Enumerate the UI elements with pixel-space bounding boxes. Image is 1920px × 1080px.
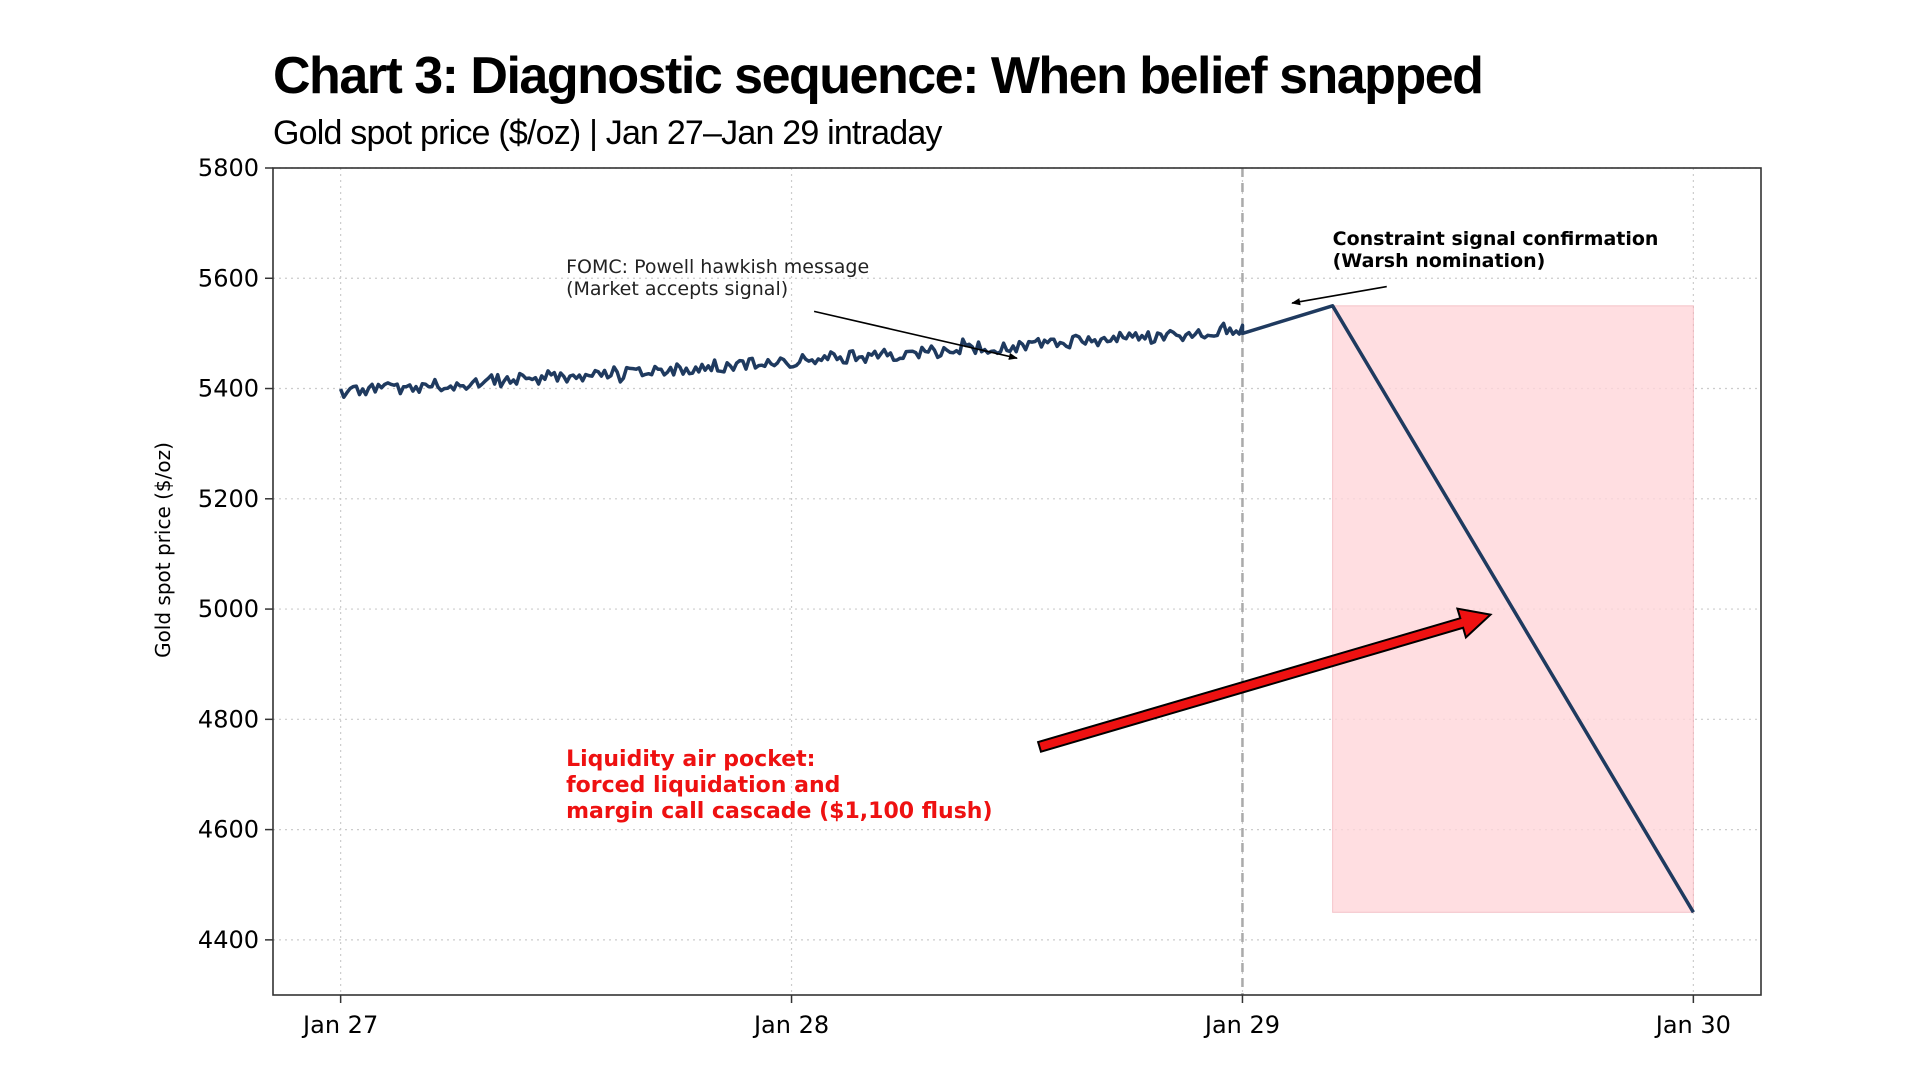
annotations: FOMC: Powell hawkish message(Market acce…	[566, 228, 1658, 824]
fomc-annotation-text: FOMC: Powell hawkish message	[566, 256, 869, 278]
liquidity-annotation-text: forced liquidation and	[566, 773, 840, 798]
y-tick-label: 5000	[198, 595, 259, 623]
liquidity-annotation-text: Liquidity air pocket:	[566, 747, 815, 772]
liquidity-arrow	[1036, 607, 1493, 753]
series-layer	[338, 304, 1695, 914]
fomc-arrow	[813, 310, 1018, 360]
y-tick-label: 4600	[198, 816, 259, 844]
y-axis-label: Gold spot price ($/oz)	[151, 442, 175, 658]
axes: 4400 4600 4800 5000 5200 5400 5600 5800 Jan 27 Ja…	[198, 154, 1762, 1039]
y-tick-label: 5800	[198, 154, 259, 182]
plot-frame	[272, 167, 1762, 996]
x-tick-label: Jan 29	[1203, 1011, 1280, 1039]
y-tick-label: 4800	[198, 705, 259, 733]
constraint-annotation-text: (Warsh nomination)	[1333, 250, 1546, 272]
fomc-annotation: FOMC: Powell hawkish message(Market acce…	[566, 256, 1018, 360]
chart-title: Chart 3: Diagnostic sequence: When belie…	[273, 47, 1484, 105]
y-tick-label: 5400	[198, 375, 259, 403]
x-tick-label: Jan 28	[752, 1011, 829, 1039]
chart-subtitle: Gold spot price ($/oz) | Jan 27–Jan 29 i…	[273, 114, 942, 152]
x-tick-label: Jan 30	[1654, 1011, 1731, 1039]
gold-price-line	[338, 304, 1695, 914]
constraint-annotation: Constraint signal confirmation(Warsh nom…	[1291, 228, 1659, 306]
liquidity-annotation: Liquidity air pocket:forced liquidation …	[566, 607, 1493, 824]
fomc-annotation-text: (Market accepts signal)	[566, 278, 788, 300]
constraint-annotation-text: Constraint signal confirmation	[1333, 228, 1659, 250]
y-tick-label: 5200	[198, 485, 259, 513]
x-tick-label: Jan 27	[301, 1011, 378, 1039]
constraint-arrow	[1291, 285, 1387, 306]
liquidity-annotation-text: margin call cascade ($1,100 flush)	[566, 799, 992, 824]
y-tick-label: 5600	[198, 264, 259, 292]
y-tick-label: 4400	[198, 926, 259, 954]
